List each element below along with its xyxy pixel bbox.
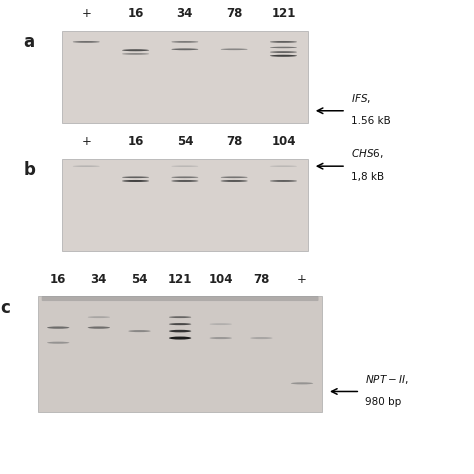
- Ellipse shape: [171, 180, 199, 182]
- Ellipse shape: [270, 165, 297, 167]
- Text: 121: 121: [168, 273, 192, 286]
- Text: 104: 104: [271, 136, 296, 148]
- Ellipse shape: [171, 41, 199, 43]
- Ellipse shape: [73, 165, 100, 167]
- Ellipse shape: [220, 48, 248, 50]
- Text: 34: 34: [177, 8, 193, 20]
- Text: +: +: [297, 273, 307, 286]
- Text: $\it{CHS6},$: $\it{CHS6},$: [351, 147, 383, 161]
- Ellipse shape: [270, 47, 297, 48]
- Ellipse shape: [128, 330, 151, 332]
- Ellipse shape: [291, 383, 313, 384]
- Ellipse shape: [250, 337, 273, 339]
- Ellipse shape: [270, 41, 297, 43]
- Ellipse shape: [122, 176, 149, 178]
- Ellipse shape: [88, 327, 110, 329]
- Ellipse shape: [171, 165, 199, 167]
- Ellipse shape: [220, 176, 248, 178]
- Text: 54: 54: [177, 136, 193, 148]
- Ellipse shape: [47, 342, 69, 344]
- Text: 1.56 kB: 1.56 kB: [351, 117, 391, 127]
- Ellipse shape: [169, 323, 191, 325]
- Text: 16: 16: [128, 8, 144, 20]
- Text: +: +: [82, 136, 91, 148]
- Ellipse shape: [73, 41, 100, 43]
- Text: 78: 78: [226, 8, 242, 20]
- Ellipse shape: [210, 337, 232, 339]
- Ellipse shape: [270, 180, 297, 182]
- Text: 54: 54: [131, 273, 148, 286]
- Ellipse shape: [169, 330, 191, 332]
- Ellipse shape: [171, 48, 199, 50]
- Bar: [62, 159, 308, 251]
- Ellipse shape: [122, 53, 149, 55]
- Ellipse shape: [88, 316, 110, 318]
- Ellipse shape: [169, 316, 191, 318]
- Text: 121: 121: [271, 8, 296, 20]
- Bar: [38, 296, 322, 412]
- Ellipse shape: [122, 49, 149, 51]
- Ellipse shape: [171, 176, 199, 178]
- Text: 16: 16: [50, 273, 66, 286]
- Text: b: b: [24, 161, 36, 179]
- Text: 16: 16: [128, 136, 144, 148]
- Text: 78: 78: [253, 273, 270, 286]
- Text: 34: 34: [91, 273, 107, 286]
- Ellipse shape: [169, 337, 191, 339]
- Ellipse shape: [122, 180, 149, 182]
- Text: $\it{IFS},$: $\it{IFS},$: [351, 92, 371, 105]
- Text: $\it{NPT-II},$: $\it{NPT-II},$: [365, 373, 409, 386]
- Text: 104: 104: [209, 273, 233, 286]
- Bar: [62, 31, 308, 123]
- Text: c: c: [0, 299, 10, 317]
- Text: +: +: [82, 8, 91, 20]
- FancyBboxPatch shape: [42, 296, 319, 301]
- Ellipse shape: [220, 180, 248, 182]
- Text: 1,8 kB: 1,8 kB: [351, 172, 384, 182]
- Ellipse shape: [210, 323, 232, 325]
- Text: 980 bp: 980 bp: [365, 397, 401, 407]
- Ellipse shape: [270, 55, 297, 57]
- Text: a: a: [24, 33, 35, 51]
- Text: 78: 78: [226, 136, 242, 148]
- Ellipse shape: [270, 51, 297, 53]
- Ellipse shape: [47, 327, 69, 329]
